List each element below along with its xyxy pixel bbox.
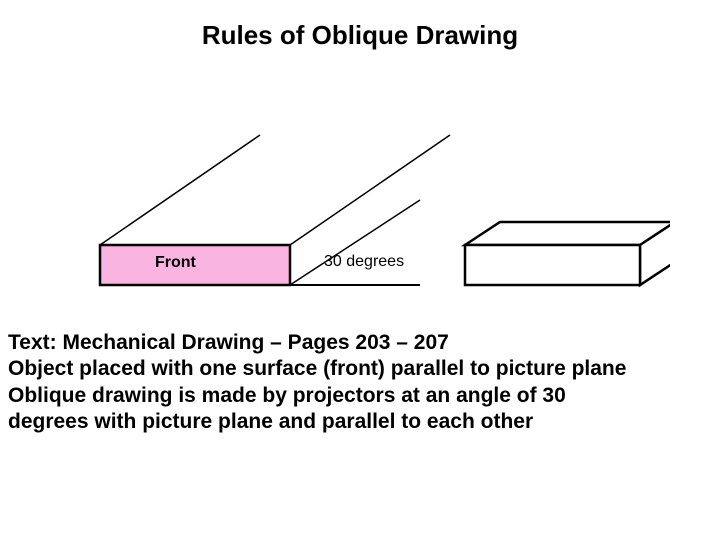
front-face-label: Front (155, 254, 196, 272)
body-line-4: degrees with picture plane and parallel … (8, 409, 718, 435)
page-title: Rules of Oblique Drawing (0, 20, 720, 51)
body-line-1: Text: Mechanical Drawing – Pages 203 – 2… (8, 330, 718, 356)
body-line-3: Oblique drawing is made by projectors at… (8, 383, 718, 409)
body-line-2: Object placed with one surface (front) p… (8, 356, 718, 382)
body-text: Text: Mechanical Drawing – Pages 203 – 2… (8, 330, 718, 435)
angle-label: 30 degrees (324, 253, 404, 271)
oblique-diagram: Front 30 degrees (70, 110, 670, 310)
diagram-svg (70, 110, 670, 310)
